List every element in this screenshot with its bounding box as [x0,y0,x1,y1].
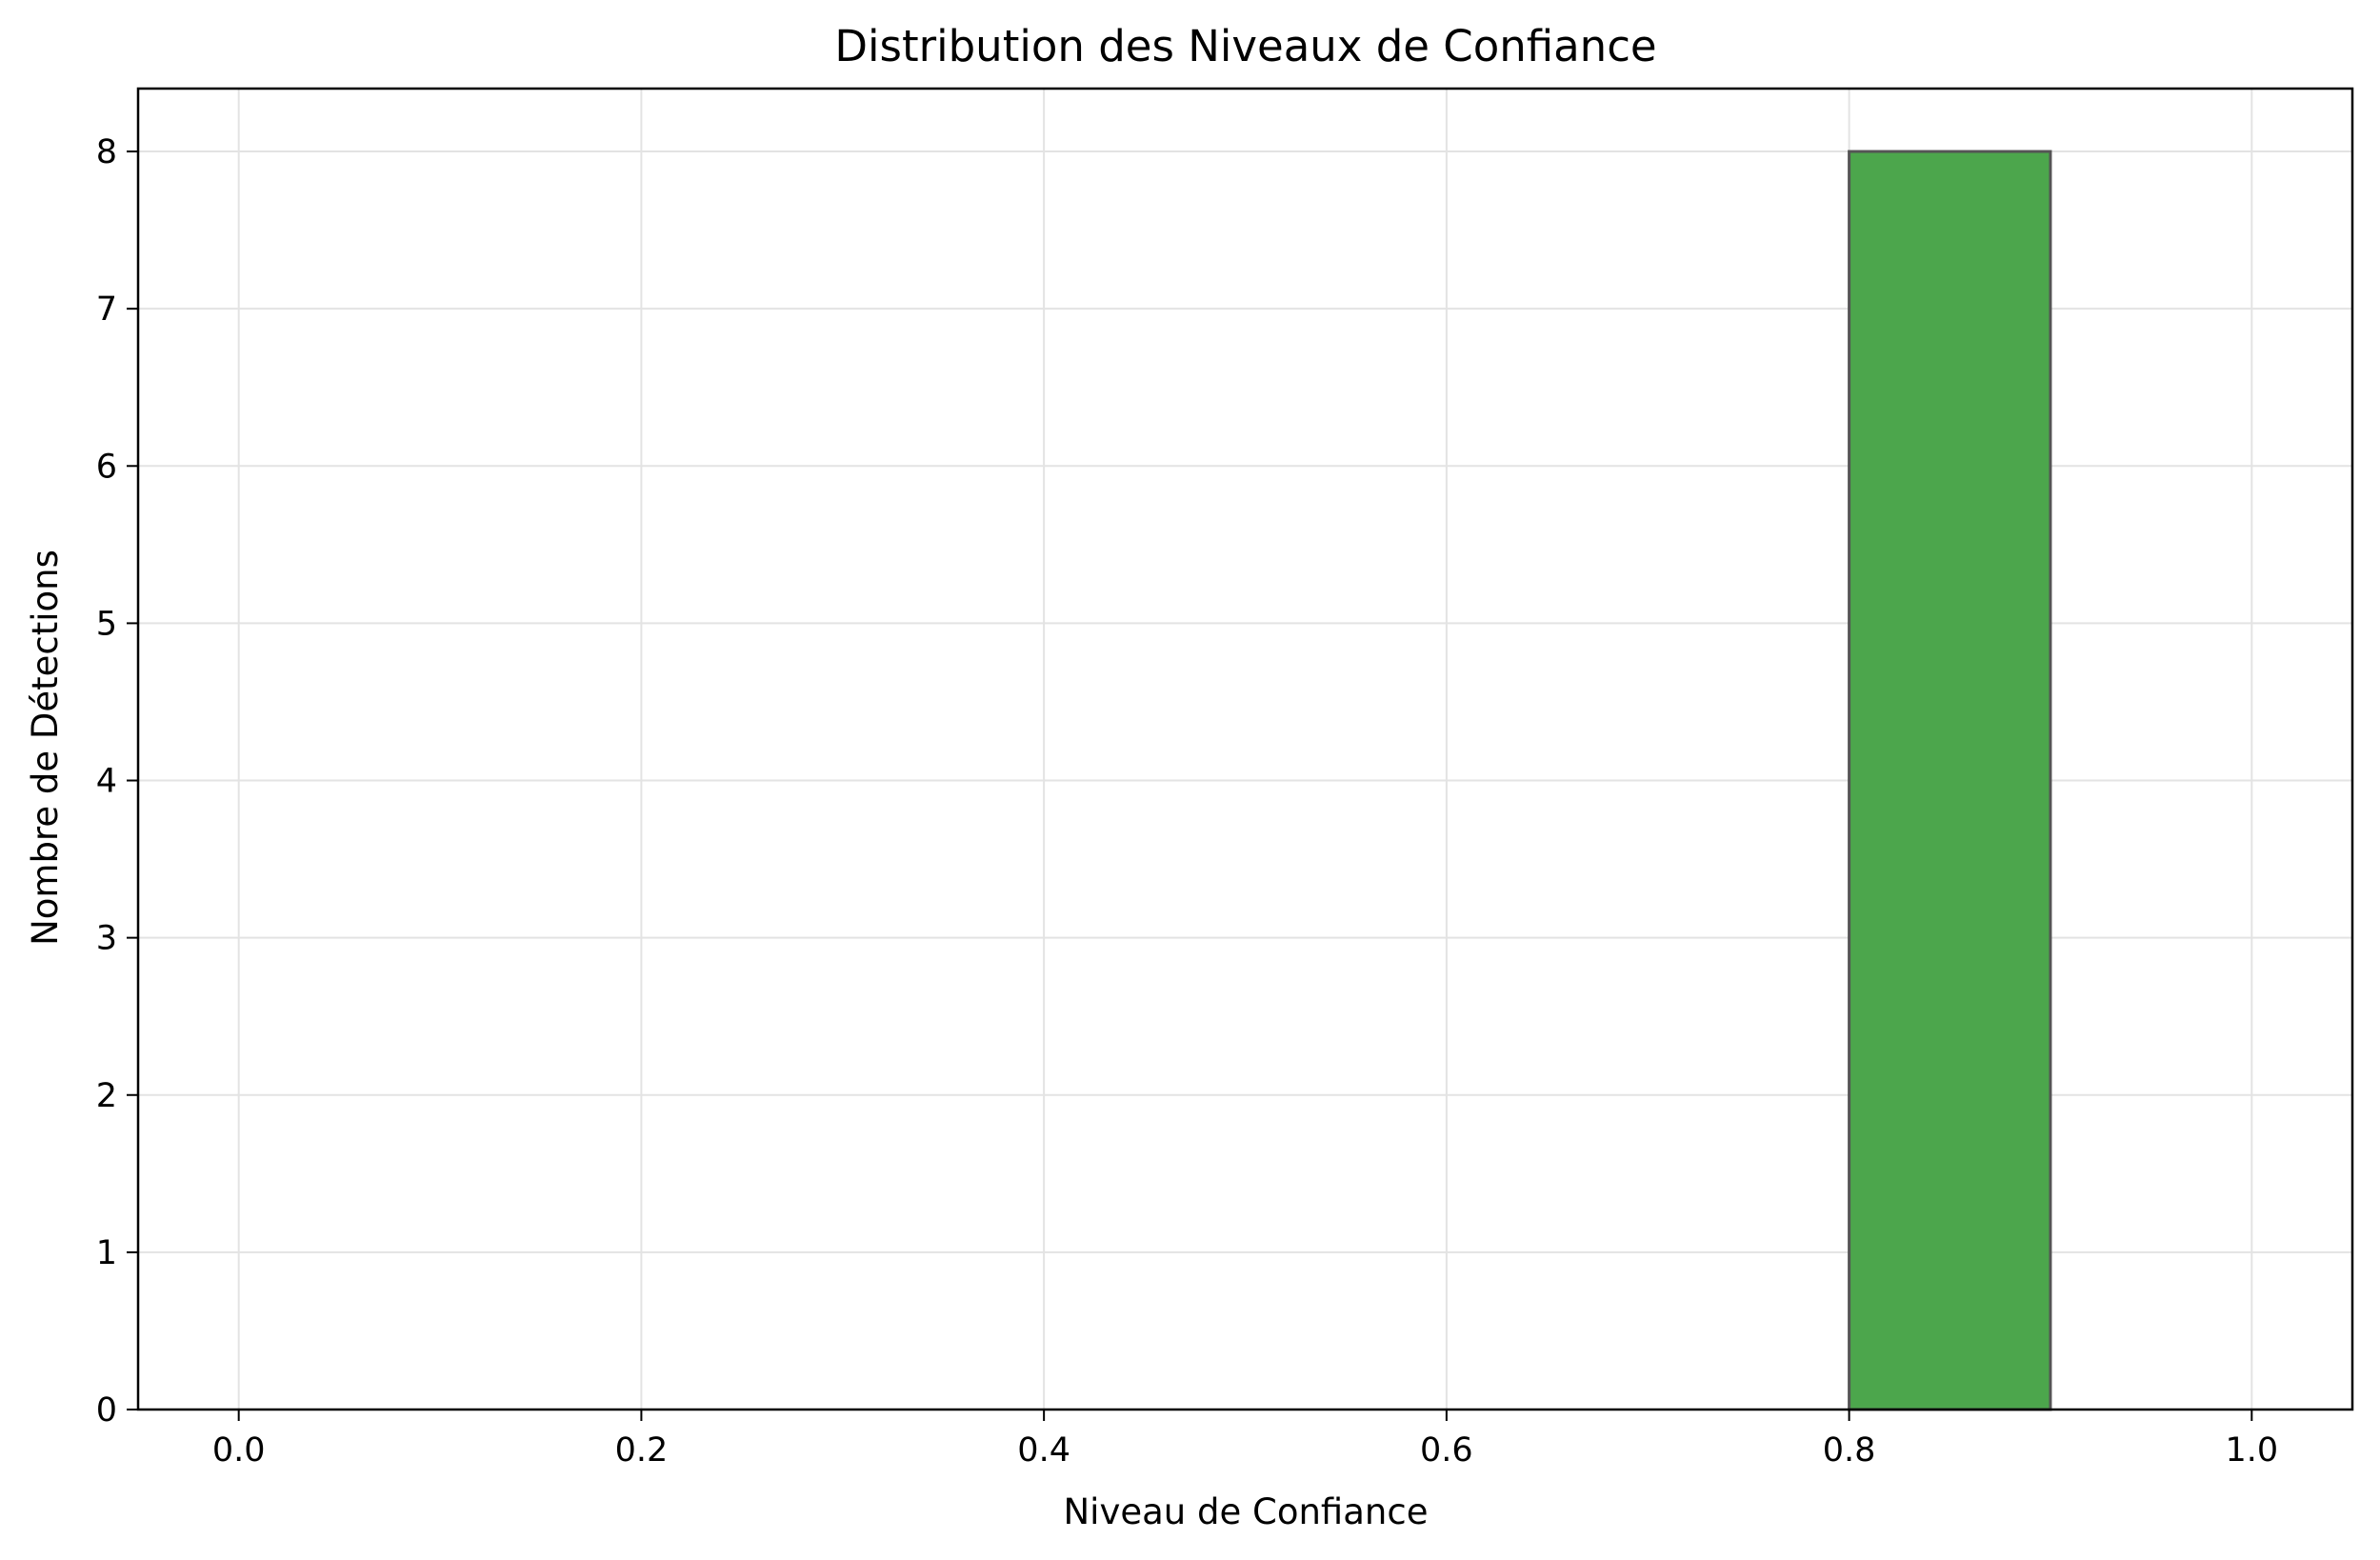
y-tick-label: 2 [96,1077,117,1115]
x-axis-title: Niveau de Confiance [1064,1491,1429,1532]
histogram-bar [1848,150,2052,1411]
y-axis-title: Nombre de Détections [25,550,66,946]
y-tick-label: 1 [96,1234,117,1272]
y-tick-label: 5 [96,605,117,643]
x-tick-label: 0.0 [212,1431,266,1470]
bars [1848,150,2052,1411]
chart-title: Distribution des Niveaux de Confiance [834,21,1656,71]
x-tick-label: 0.2 [615,1431,669,1470]
x-tick-label: 0.4 [1017,1431,1070,1470]
x-tick-label: 0.8 [1823,1431,1876,1470]
x-tick-label: 1.0 [2225,1431,2278,1470]
y-tick-label: 7 [96,290,117,329]
y-tick-label: 8 [96,133,117,171]
plot-frame [136,87,2354,1411]
ticks: 0.0 0.2 0.4 0.6 0.8 1.0 0 1 2 3 4 5 6 7 8 [96,133,2278,1470]
y-tick-label: 0 [96,1391,117,1430]
y-tick-label: 6 [96,448,117,486]
y-tick-label: 4 [96,763,117,801]
x-tick-label: 0.6 [1420,1431,1473,1470]
y-tick-label: 3 [96,920,117,958]
